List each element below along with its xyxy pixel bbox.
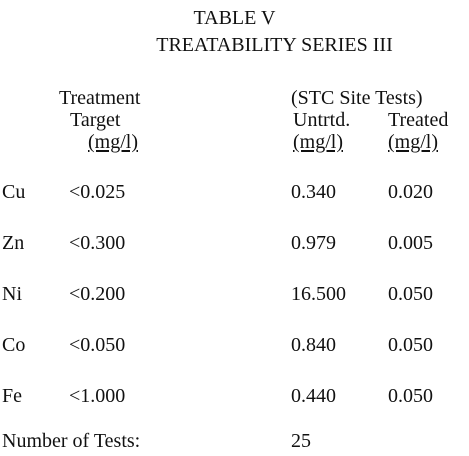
untreated-fe: 0.440 xyxy=(291,385,336,407)
table-title: TABLE V xyxy=(193,7,276,29)
untreated-zn: 0.979 xyxy=(291,232,336,254)
target-zn: <0.300 xyxy=(69,232,126,254)
treated-co: 0.050 xyxy=(388,334,433,356)
number-of-tests-value: 25 xyxy=(291,430,311,452)
metal-zn: Zn xyxy=(2,232,25,254)
header-treated-units: (mg/l) xyxy=(388,131,438,153)
table-subtitle: TREATABILITY SERIES III xyxy=(156,34,393,56)
target-fe: <1.000 xyxy=(69,385,126,407)
treated-ni: 0.050 xyxy=(388,283,433,305)
target-cu: <0.025 xyxy=(69,181,126,203)
header-untreated: Untrtd. xyxy=(293,109,351,131)
number-of-tests-label: Number of Tests: xyxy=(2,430,141,452)
untreated-ni: 16.500 xyxy=(291,283,346,305)
treated-zn: 0.005 xyxy=(388,232,433,254)
metal-cu: Cu xyxy=(2,181,26,203)
metal-ni: Ni xyxy=(2,283,22,305)
untreated-cu: 0.340 xyxy=(291,181,336,203)
target-ni: <0.200 xyxy=(69,283,126,305)
header-treatment: Treatment xyxy=(59,87,141,109)
header-target-units: (mg/l) xyxy=(88,131,138,153)
treated-cu: 0.020 xyxy=(388,181,433,203)
header-target: Target xyxy=(70,109,121,131)
header-untreated-units: (mg/l) xyxy=(293,131,343,153)
metal-co: Co xyxy=(2,334,26,356)
untreated-co: 0.840 xyxy=(291,334,336,356)
header-treated: Treated xyxy=(388,109,449,131)
metal-fe: Fe xyxy=(2,385,22,407)
treated-fe: 0.050 xyxy=(388,385,433,407)
target-co: <0.050 xyxy=(69,334,126,356)
header-stc-site-tests: (STC Site Tests) xyxy=(291,87,423,109)
